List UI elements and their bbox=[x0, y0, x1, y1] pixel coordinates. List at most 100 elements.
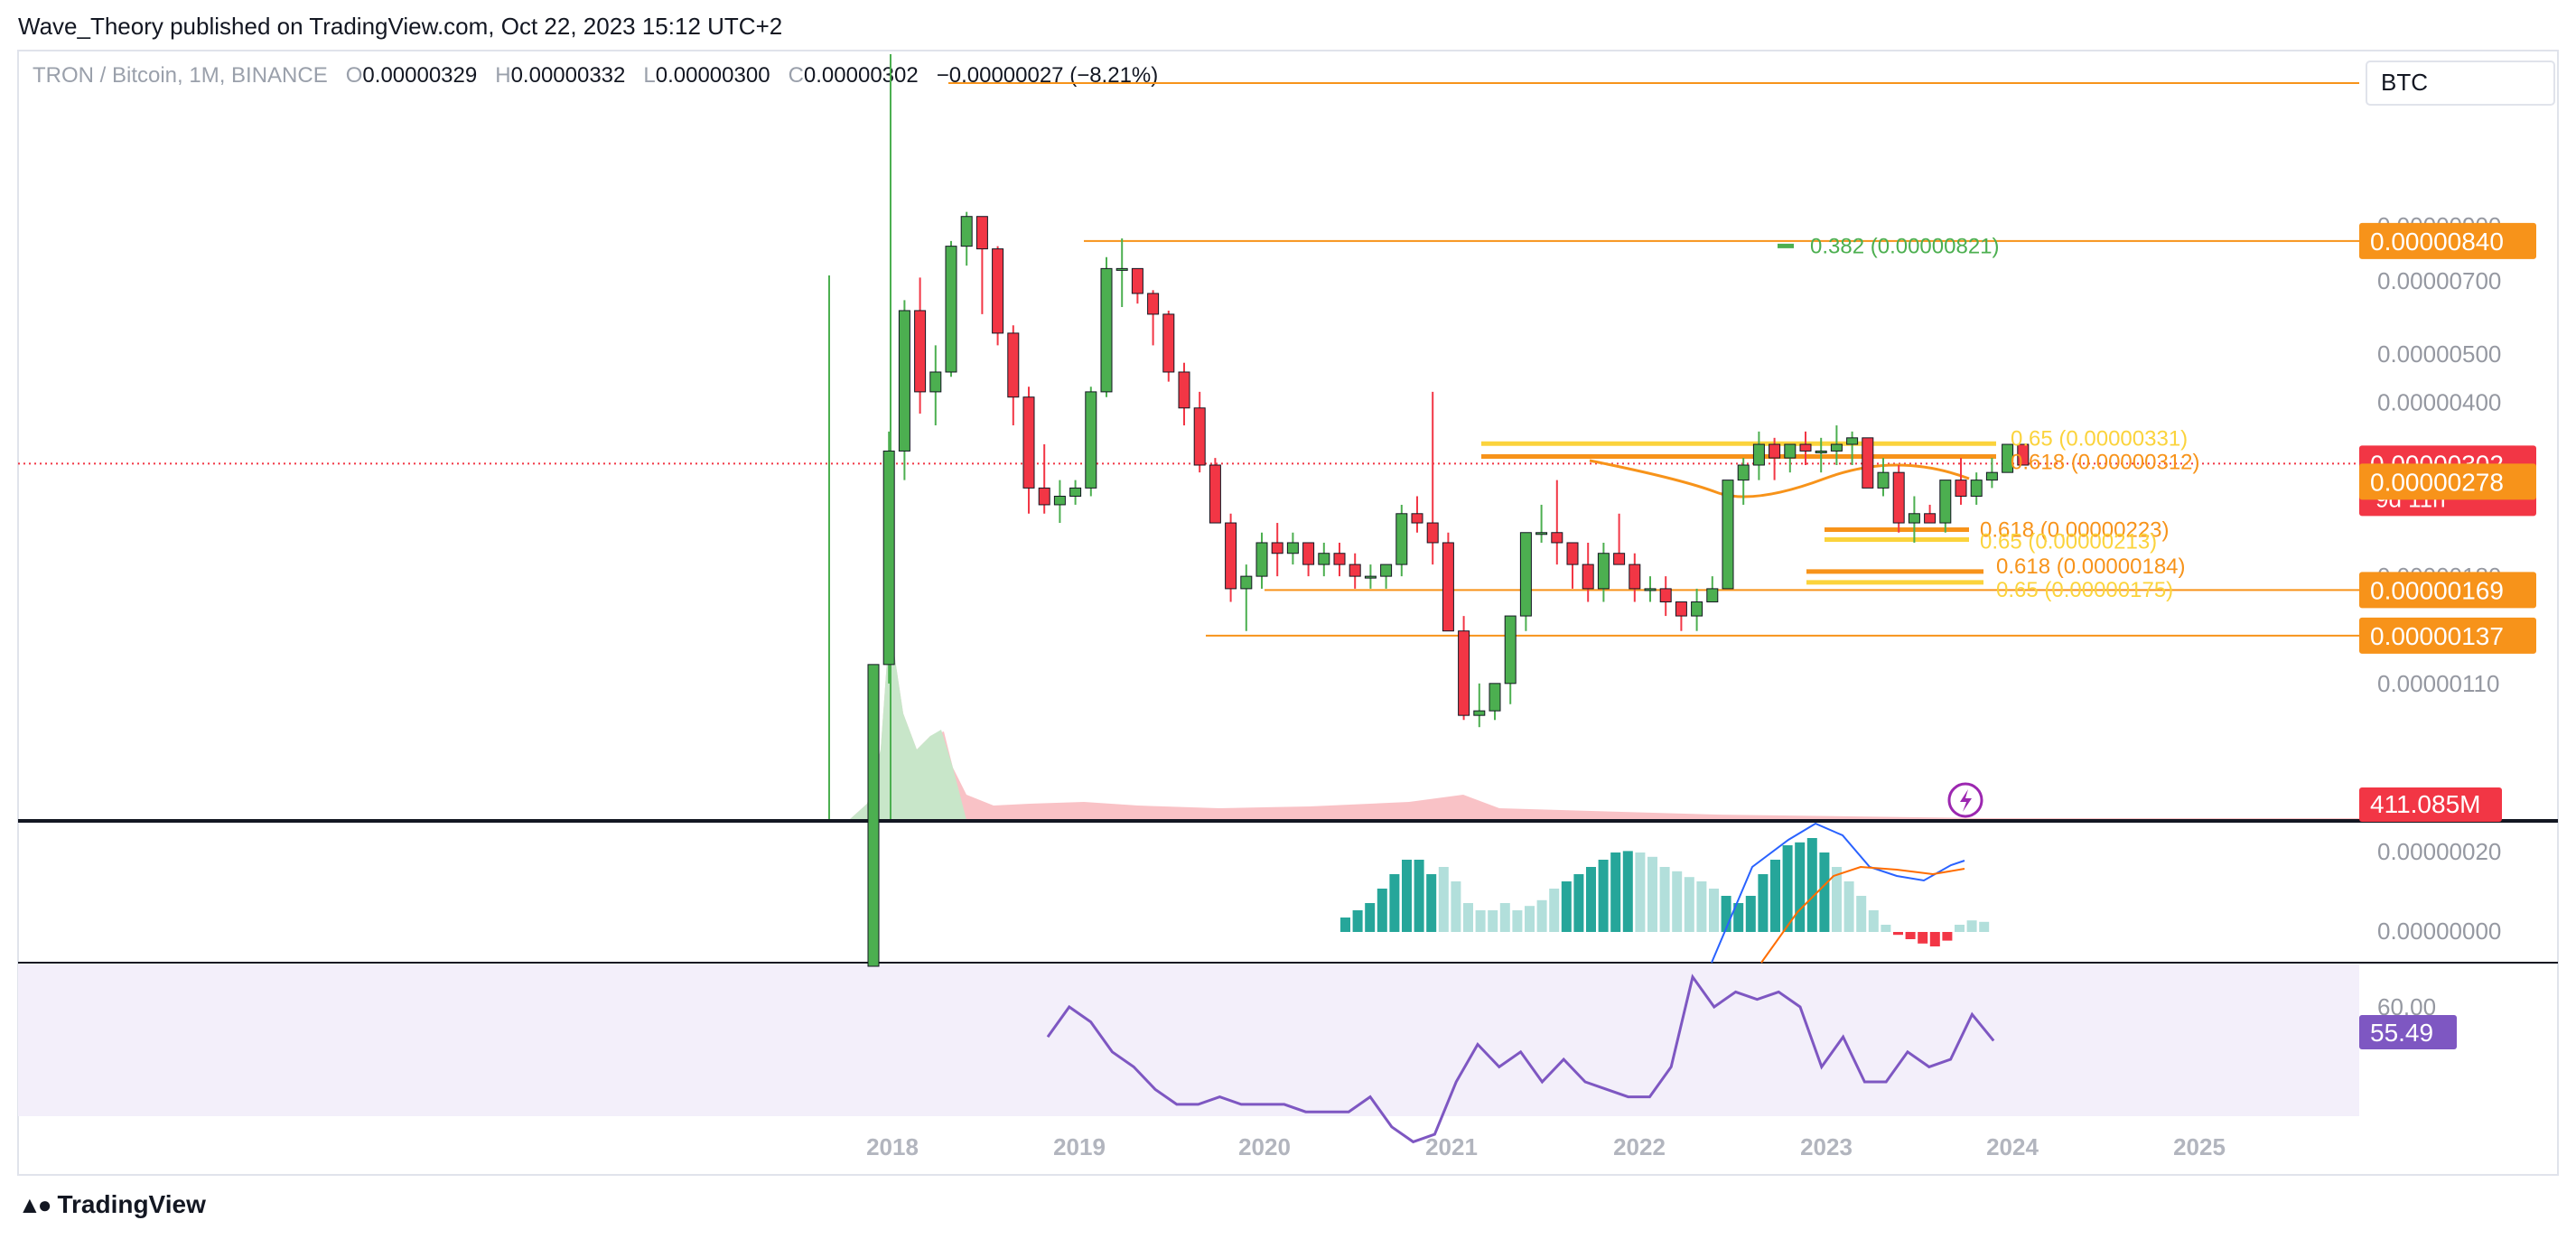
x-tick-label: 2023 bbox=[1800, 1133, 1853, 1160]
candle-body bbox=[1722, 480, 1734, 590]
candle-body bbox=[1115, 267, 1128, 271]
currency-box[interactable] bbox=[2366, 61, 2555, 106]
macd-y-tick: 0.00000000 bbox=[2377, 918, 2501, 945]
candle-body bbox=[1240, 575, 1253, 590]
candle-body bbox=[1908, 513, 1920, 524]
brand-name: TradingView bbox=[57, 1190, 206, 1218]
candle-body bbox=[1147, 293, 1160, 315]
candle-body bbox=[1892, 471, 1905, 524]
candle-body bbox=[1877, 471, 1890, 489]
candle-body bbox=[1255, 542, 1268, 577]
candle-body bbox=[1706, 588, 1719, 603]
signal-line bbox=[1760, 865, 1965, 964]
fib-label: 0.618 (0.00000184) bbox=[1996, 554, 2186, 579]
macd-bar bbox=[1709, 889, 1719, 932]
candle-body bbox=[1924, 513, 1937, 524]
candle-body bbox=[1193, 407, 1206, 466]
candle-body bbox=[1659, 588, 1672, 603]
candle-body bbox=[1053, 495, 1066, 506]
candle-body bbox=[1519, 532, 1532, 617]
macd-bar bbox=[1881, 925, 1891, 932]
y-tick-label: 0.00000500 bbox=[2377, 340, 2501, 368]
macd-bar bbox=[1536, 899, 1547, 932]
candle-body bbox=[1178, 371, 1190, 409]
fib-label: 0.382 (0.00000821) bbox=[1810, 234, 2000, 258]
x-tick-label: 2019 bbox=[1053, 1133, 1106, 1160]
currency-label: BTC bbox=[2381, 69, 2428, 96]
price-badge-label: 0.00000169 bbox=[2370, 576, 2504, 604]
candle-body bbox=[1100, 267, 1113, 393]
macd-bar bbox=[1451, 881, 1461, 932]
volume-badge bbox=[2359, 787, 2502, 822]
candle-body bbox=[1846, 437, 1859, 445]
candle-body bbox=[1380, 564, 1393, 577]
candle-body bbox=[1815, 450, 1827, 453]
tradingview-logo[interactable]: ▲● TradingView bbox=[18, 1190, 206, 1219]
candle-body bbox=[2017, 443, 2030, 466]
macd-bar bbox=[1795, 842, 1806, 932]
candle-body bbox=[1769, 443, 1781, 459]
x-tick-label: 2025 bbox=[2173, 1133, 2226, 1160]
price-badge-label: 0.00000840 bbox=[2370, 228, 2504, 256]
close-value: 0.00000302 bbox=[803, 63, 919, 88]
macd-bar bbox=[1389, 874, 1400, 932]
macd-bar bbox=[1942, 932, 1953, 941]
low-label: L bbox=[643, 63, 656, 88]
price-badge bbox=[2359, 617, 2536, 654]
symbol-name: TRON / Bitcoin, 1M, BINANCE bbox=[33, 63, 328, 88]
candle-body bbox=[1489, 683, 1501, 712]
price-badge bbox=[2359, 572, 2536, 609]
candle-body bbox=[1551, 532, 1563, 544]
macd-bar bbox=[1438, 867, 1449, 932]
x-tick-label: 2018 bbox=[866, 1133, 919, 1160]
macd-bar bbox=[1365, 903, 1376, 932]
macd-bar bbox=[1635, 852, 1646, 932]
fib-label: 0.65 (0.00000175) bbox=[1996, 578, 2173, 602]
macd-bar bbox=[1672, 871, 1683, 932]
rsi-badge-label: 55.49 bbox=[2370, 1019, 2433, 1047]
macd-bar bbox=[1475, 910, 1486, 932]
candle-body bbox=[1752, 443, 1765, 466]
macd-bar bbox=[1770, 860, 1780, 932]
price-badge-label: 0.00000137 bbox=[2370, 622, 2504, 650]
candle-body bbox=[1985, 471, 1998, 481]
candle-body bbox=[867, 664, 880, 967]
candle-body bbox=[1349, 564, 1361, 577]
macd-bar bbox=[1856, 896, 1867, 932]
macd-bar bbox=[1782, 845, 1793, 932]
candle-body bbox=[1286, 542, 1299, 554]
macd-bar bbox=[1806, 838, 1817, 932]
candle-body bbox=[1318, 553, 1330, 565]
fib-label: 0.618 (0.00000312) bbox=[2011, 451, 2200, 475]
rsi-badge bbox=[2359, 1015, 2457, 1049]
lightning-icon[interactable] bbox=[1947, 782, 1983, 818]
candle-body bbox=[1566, 542, 1579, 565]
y-tick-label: 0.00000700 bbox=[2377, 267, 2501, 294]
macd-bar bbox=[1586, 867, 1596, 932]
macd-bar bbox=[1499, 903, 1510, 932]
candle-body bbox=[1364, 575, 1377, 579]
candle-body bbox=[929, 371, 942, 393]
candle-body bbox=[1675, 601, 1687, 617]
rsi-background bbox=[18, 964, 2359, 1116]
open-value: 0.00000329 bbox=[362, 63, 478, 88]
candle-body bbox=[1582, 564, 1594, 590]
macd-bar bbox=[1918, 932, 1928, 944]
candle-body bbox=[1085, 391, 1097, 489]
candle-body bbox=[1939, 480, 1952, 524]
chart-frame bbox=[17, 50, 2559, 1176]
macd-bar bbox=[1549, 889, 1560, 932]
macd-bar bbox=[1647, 856, 1657, 932]
price-badge bbox=[2359, 463, 2536, 500]
macd-bar bbox=[1610, 852, 1621, 932]
x-tick-label: 2024 bbox=[1986, 1133, 2039, 1160]
candle-body bbox=[1970, 480, 1983, 497]
candle-body bbox=[1271, 542, 1283, 554]
macd-bar bbox=[1340, 918, 1350, 932]
candle-body bbox=[1862, 437, 1874, 489]
macd-bar bbox=[1929, 932, 1940, 946]
fib-label: 0.65 (0.00000213) bbox=[1980, 530, 2157, 554]
macd-bar bbox=[1525, 906, 1535, 932]
macd-y-tick: 0.00000020 bbox=[2377, 838, 2501, 865]
